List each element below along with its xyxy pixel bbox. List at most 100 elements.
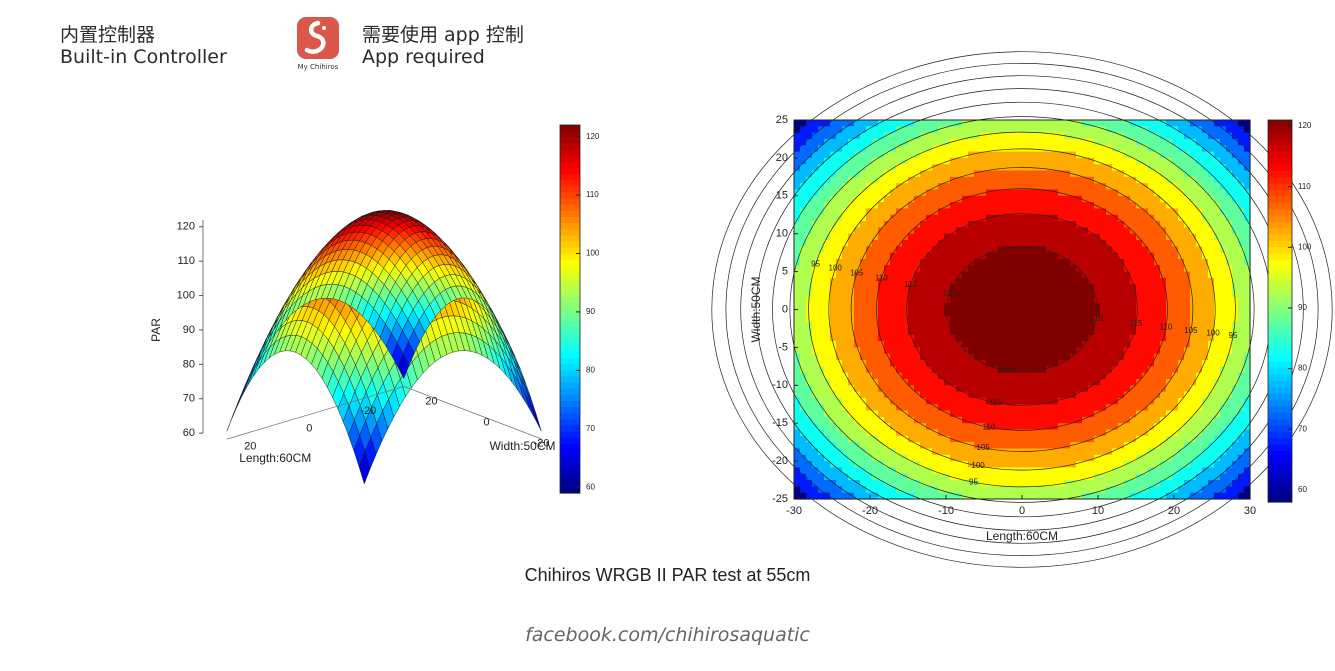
contour-cell xyxy=(1028,227,1035,235)
contour-colorbar-cell xyxy=(1268,170,1292,178)
contour-cell xyxy=(944,265,951,273)
contour-cell xyxy=(1190,378,1197,386)
contour-cell xyxy=(860,126,867,134)
contour-cell xyxy=(932,271,939,279)
contour-cell xyxy=(908,448,915,456)
contour-cell xyxy=(1112,252,1119,260)
contour-cell xyxy=(794,227,801,235)
contour-cell xyxy=(1208,372,1215,380)
contour-cell xyxy=(1130,258,1137,266)
contour-cell xyxy=(896,378,903,386)
contour-cell xyxy=(794,126,801,134)
contour-colorbar-cell xyxy=(1268,342,1292,350)
contour-cell xyxy=(1034,480,1041,487)
contour-cell xyxy=(1178,252,1185,260)
contour-cell xyxy=(986,227,993,235)
contour-cell xyxy=(812,378,819,386)
contour-cell xyxy=(1244,391,1251,399)
contour-colorbar-cell xyxy=(1268,209,1292,217)
contour-colorbar-cell xyxy=(1268,190,1292,197)
contour-cell xyxy=(908,208,915,216)
contour-cell xyxy=(914,189,921,197)
contour-cell xyxy=(986,309,993,317)
contour-cell xyxy=(1064,246,1071,254)
contour-cell xyxy=(1040,221,1047,228)
contour-cell xyxy=(794,246,801,254)
contour-cell xyxy=(1094,385,1101,393)
contour-cell xyxy=(956,385,963,393)
contour-cell xyxy=(944,214,951,222)
contour-cell xyxy=(902,404,909,412)
contour-cell xyxy=(974,341,981,348)
contour-cell xyxy=(1160,404,1167,412)
contour-cell xyxy=(806,429,813,437)
contour-cell xyxy=(812,202,819,210)
contour-cell xyxy=(1190,480,1197,487)
contour-label: 115 xyxy=(989,398,1002,407)
contour-cell xyxy=(848,454,855,462)
contour-cell xyxy=(980,410,987,418)
contour-cell xyxy=(1112,214,1119,222)
contour-cell xyxy=(836,258,843,266)
contour-cell xyxy=(938,132,945,140)
contour-cell xyxy=(1094,429,1101,437)
contour-xtick-label: 0 xyxy=(1019,505,1025,517)
contour-cell xyxy=(1154,360,1161,367)
contour-cell xyxy=(1130,454,1137,462)
contour-cell xyxy=(866,176,873,184)
contour-cell xyxy=(1166,341,1173,348)
contour-cell xyxy=(944,429,951,437)
contour-cell xyxy=(980,157,987,165)
contour-cell xyxy=(1106,341,1113,348)
contour-cell xyxy=(1106,473,1113,481)
contour-cell xyxy=(818,309,825,317)
contour-cell xyxy=(1202,233,1209,241)
contour-cell xyxy=(824,309,831,317)
contour-cell xyxy=(878,467,885,475)
contour-cell xyxy=(818,240,825,247)
contour-cell xyxy=(1010,195,1017,203)
contour-cell xyxy=(902,183,909,191)
contour-cell xyxy=(1088,252,1095,260)
contour-cell xyxy=(938,442,945,450)
contour-cell xyxy=(1022,240,1029,247)
contour-cell xyxy=(794,271,801,279)
contour-cell xyxy=(854,467,861,475)
contour-cell xyxy=(926,448,933,456)
contour-cell xyxy=(1034,195,1041,203)
contour-cell xyxy=(1076,277,1083,285)
contour-colorbar-cell xyxy=(1268,132,1292,140)
contour-cell xyxy=(1046,138,1053,146)
contour-cell xyxy=(1070,385,1077,393)
contour-cell xyxy=(890,290,897,298)
contour-cell xyxy=(998,303,1005,311)
contour-cell xyxy=(992,334,999,342)
contour-cell xyxy=(1004,233,1011,241)
contour-cell xyxy=(806,258,813,266)
contour-cell xyxy=(1052,416,1059,424)
contour-cell xyxy=(1130,195,1137,203)
contour-cell xyxy=(998,126,1005,134)
contour-cell xyxy=(896,448,903,456)
contour-cell xyxy=(1112,328,1119,336)
contour-cell xyxy=(1046,328,1053,336)
contour-cell xyxy=(1106,492,1113,500)
contour-cell xyxy=(1118,366,1125,374)
contour-cell xyxy=(908,461,915,469)
contour-cell xyxy=(860,258,867,266)
contour-cell xyxy=(794,347,801,355)
contour-cell xyxy=(1202,290,1209,298)
contour-cell xyxy=(836,157,843,165)
contour-cell xyxy=(1046,183,1053,191)
contour-cell xyxy=(1166,435,1173,443)
contour-cell xyxy=(830,240,837,247)
contour-cell xyxy=(1058,391,1065,399)
contour-cell xyxy=(1220,208,1227,216)
contour-cell xyxy=(1124,195,1131,203)
contour-cell xyxy=(812,353,819,361)
contour-cell xyxy=(1214,227,1221,235)
contour-cell xyxy=(848,183,855,191)
contour-cell xyxy=(1004,240,1011,247)
contour-cell xyxy=(1190,328,1197,336)
contour-colorbar-cell xyxy=(1268,419,1292,427)
